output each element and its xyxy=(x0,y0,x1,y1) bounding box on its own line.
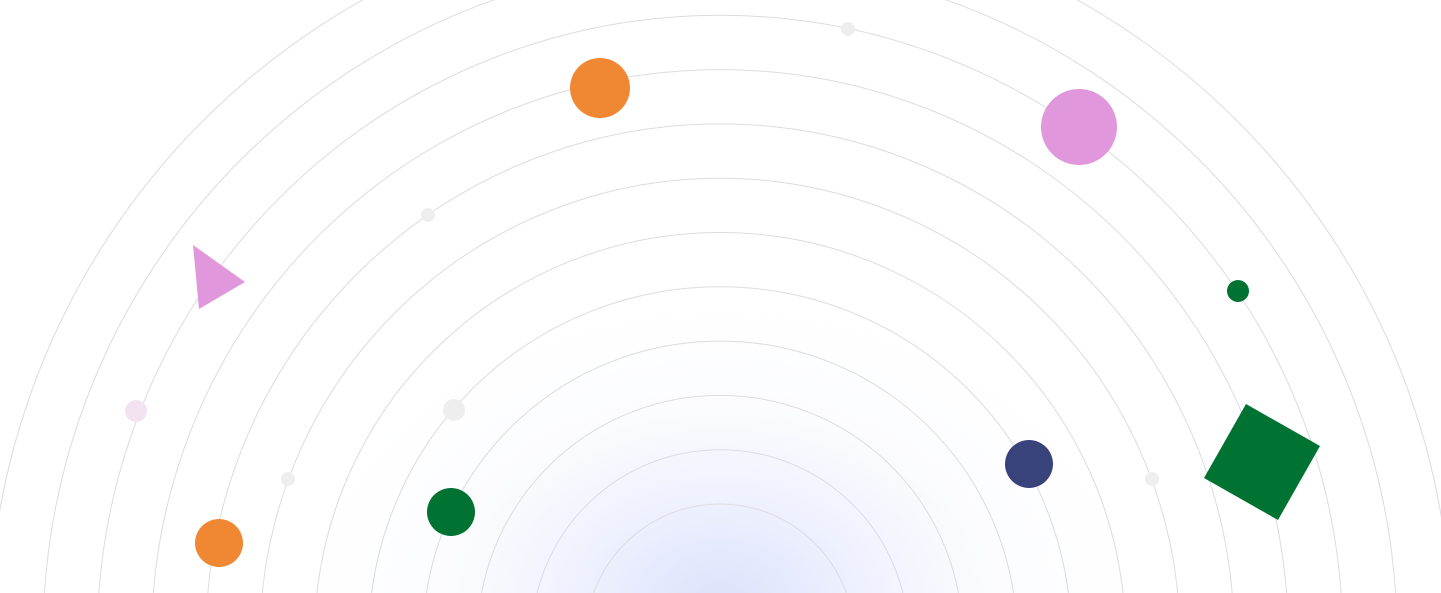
faint-dot xyxy=(1145,472,1159,486)
faint-pink-dot xyxy=(125,400,147,422)
green-diamond xyxy=(1204,404,1320,520)
orbit-ring xyxy=(316,232,1124,593)
orange-circle-small xyxy=(195,519,243,567)
green-circle xyxy=(427,488,475,536)
orbit-ring xyxy=(426,340,1014,593)
pink-circle xyxy=(1041,89,1117,165)
faint-dot xyxy=(841,22,855,36)
orbit-ring xyxy=(152,69,1288,593)
orange-circle xyxy=(570,58,630,118)
orbit-ring xyxy=(262,177,1178,593)
green-circle-small xyxy=(1227,280,1249,302)
faint-dot xyxy=(443,399,465,421)
orbit-ring xyxy=(593,503,847,593)
faint-dot xyxy=(421,208,435,222)
orbit-ring xyxy=(371,286,1069,593)
orbit-ring xyxy=(207,123,1233,593)
faint-dot xyxy=(281,472,295,486)
orbit-ring xyxy=(481,394,959,593)
pink-triangle xyxy=(193,245,245,309)
navy-circle xyxy=(1005,440,1053,488)
orbit-ring xyxy=(536,449,904,593)
orbit-ring xyxy=(98,14,1342,593)
